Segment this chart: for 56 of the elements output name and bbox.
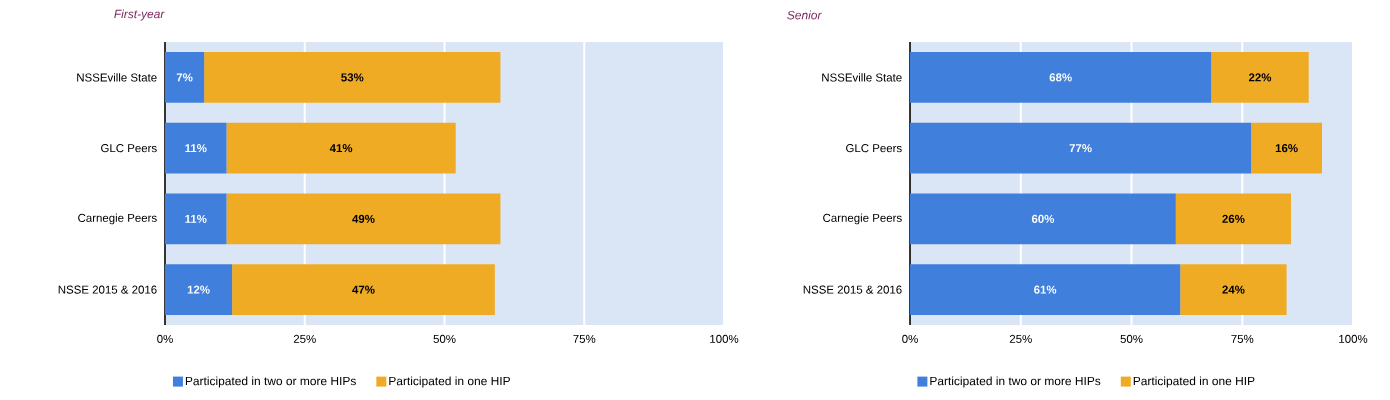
bar [1211,51,1309,103]
chart-title: First-year [114,9,165,21]
data-label: 12% [187,285,210,294]
data-label: 53% [341,73,364,82]
legend-label: Participated in one HIP [389,376,510,388]
x-tick-label: 75% [1231,334,1254,343]
bar [165,51,205,103]
y-tick-label: NSSE 2015 & 2016 [803,285,902,294]
bar [204,51,501,103]
y-tick-label: NSSEville State [77,73,157,82]
x-tick-label: 100% [1339,334,1368,343]
data-label: 22% [1248,73,1272,82]
y-tick-label: Carnegie Peers [823,213,902,225]
data-label: 60% [1031,214,1055,223]
text: Senior [787,10,822,20]
bar [232,264,495,316]
data-label: 49% [352,214,375,223]
data-label: 11% [185,144,207,153]
data-label: 47% [352,285,375,294]
y-tick-label: Carnegie Peers [78,213,157,225]
data-label: 68% [1049,73,1072,82]
bar [1180,264,1287,316]
x-tick-label: 25% [293,334,316,343]
legend-label: Participated in one HIP [1133,376,1255,388]
bar [226,122,456,174]
legend-label: Participated in two or more HIPs [930,376,1101,388]
x-tick-label: 0% [157,334,173,343]
x-tick-label: 50% [433,334,456,343]
legend-label: Participated in two or more HIPs [185,376,356,388]
x-tick-label: 50% [1120,334,1143,343]
data-label: 11% [185,214,207,223]
y-tick-label: NSSEville State [822,73,902,82]
bar [165,122,227,174]
data-label: 77% [1069,144,1092,153]
data-label: 24% [1222,285,1245,294]
y-tick-label: NSSE 2015 & 2016 [58,285,157,294]
x-tick-label: 75% [573,334,596,343]
bar [910,193,1176,245]
y-tick-label: GLC Peers [846,144,902,153]
x-tick-label: 100% [710,334,739,343]
data-label: 61% [1034,285,1057,294]
bar [165,193,227,245]
bar [1251,122,1323,174]
data-label: 16% [1275,144,1298,153]
data-label: 7% [176,73,193,82]
x-tick-label: 25% [1009,334,1032,343]
bar [910,122,1252,174]
bar [165,264,233,316]
data-label: 26% [1222,214,1245,223]
y-tick-label: GLC Peers [101,144,157,153]
bar [910,264,1181,316]
bar [226,193,501,245]
data-label: 41% [329,144,353,153]
bar [910,51,1212,103]
bar [1175,193,1292,245]
x-tick-label: 0% [902,334,918,343]
